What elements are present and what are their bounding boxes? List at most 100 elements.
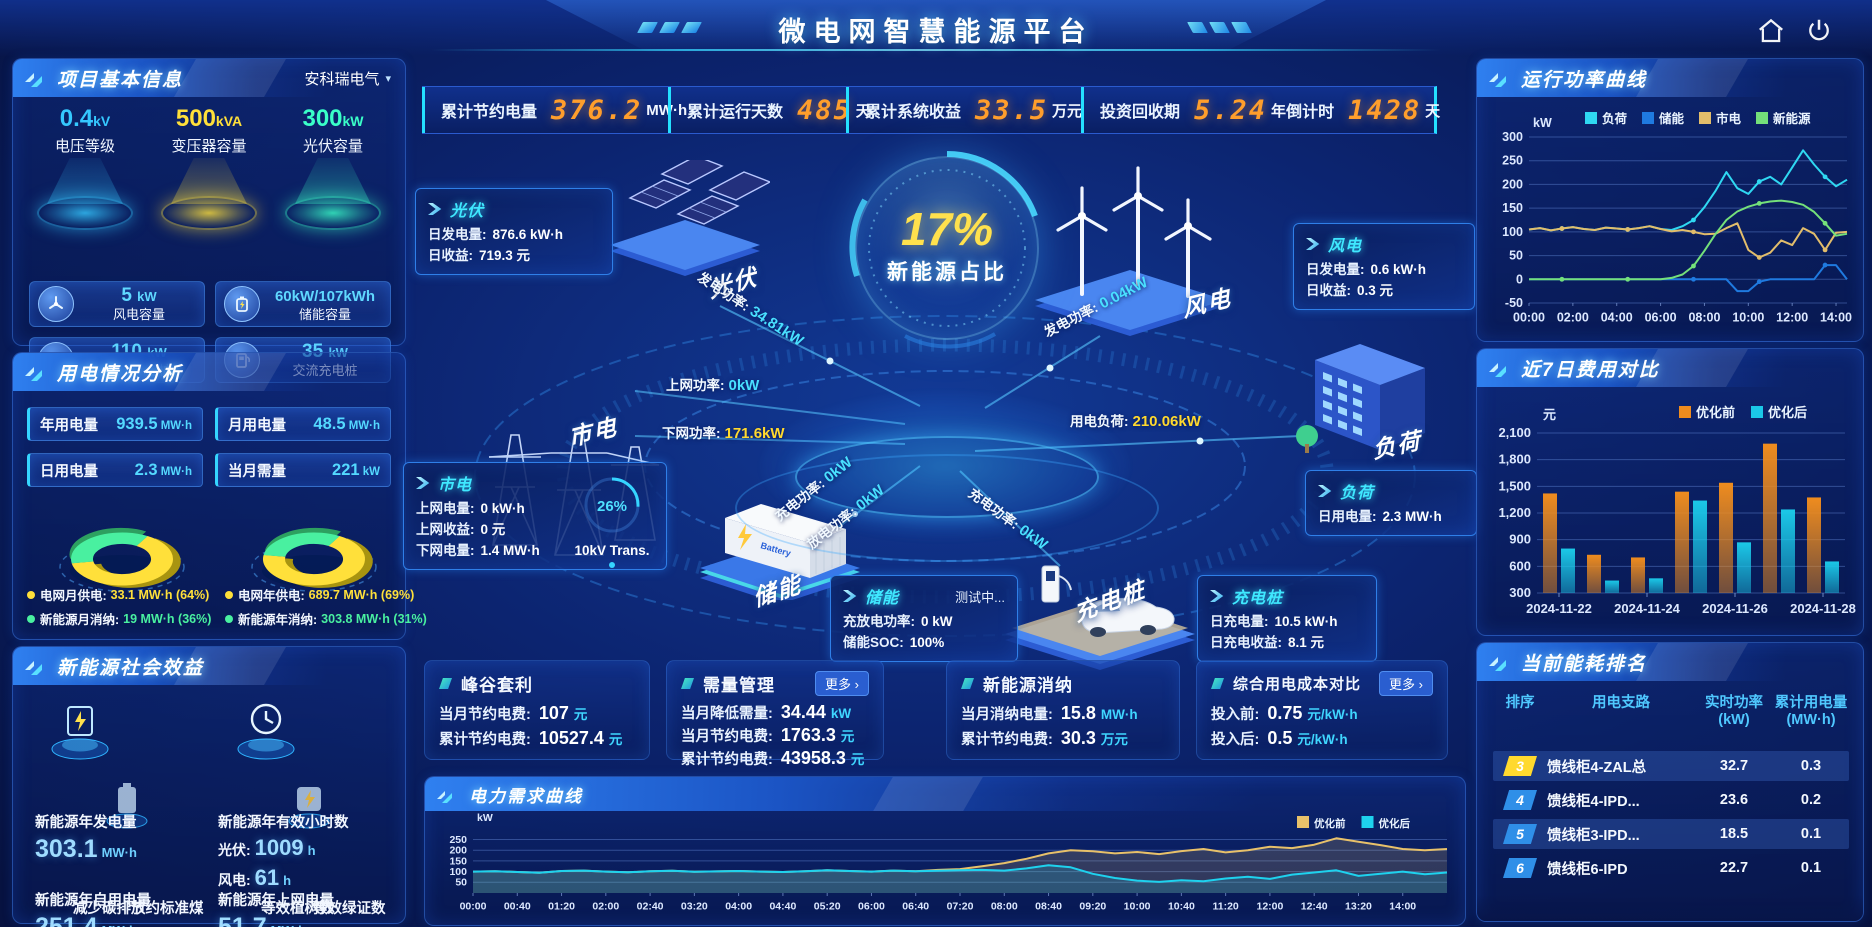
usage-stat-box: 年用电量 939.5 MW·h bbox=[27, 407, 203, 441]
generation-pedestal-icon bbox=[43, 691, 117, 770]
svg-text:01:20: 01:20 bbox=[548, 901, 575, 913]
kpi-segment: 累计运行天数 485 天 bbox=[668, 87, 871, 133]
donut-legend-label: 新能源月消纳: bbox=[40, 613, 120, 627]
callout-row: 日收益: 0.3 元 bbox=[1306, 283, 1394, 298]
kpi-segment: 累计系统收益 33.5 万元 bbox=[846, 87, 1082, 133]
kpi-unit: 天 bbox=[855, 102, 871, 120]
kpi-stats-bar: 累计节约电量 376.2 MW·h 累计运行天数 485 天累计系统收益 33.5 万元 投资回… bbox=[422, 86, 1440, 134]
spotlight-pad bbox=[285, 196, 381, 230]
rank-header-cell: 排序 bbox=[1505, 695, 1535, 711]
panel-energy-ranking: 当前能耗排名 排序 用电支路 实时功率 (kW) 累计用电量 (MW·h) 3 馈线柜4… bbox=[1476, 642, 1864, 922]
usage-stat-box: 当月需量 221 kW bbox=[215, 453, 391, 487]
callout-load: 负荷 日用电量: 2.3 MW·h bbox=[1305, 470, 1477, 536]
more-button[interactable]: 更多 › bbox=[815, 671, 869, 696]
ranking-row[interactable]: 4 馈线柜4-IPD... 23.6 0.2 bbox=[1493, 785, 1849, 815]
usage-stat-label: 年用电量 bbox=[40, 417, 98, 434]
mini-panel-row: 当月消纳电量: 15.8 MW·h bbox=[961, 703, 1138, 723]
demand-curve-chart: 50 100 150 200 250 kW 00:00 00:40 01:20 02:00 02:4… bbox=[429, 812, 1461, 924]
mini-panel-4: 综合用电成本对比 更多 › 投入前: 0.75 元/kW·h 投入后: 0.5 元/kW·h bbox=[1196, 660, 1448, 760]
arrow-icon bbox=[416, 477, 430, 489]
callout-row: 日充电收益: 8.1 元 bbox=[1210, 635, 1325, 650]
panel-title: 运行功率曲线 bbox=[1521, 69, 1648, 91]
callout-row: 上网收益: 0 元 bbox=[416, 522, 506, 537]
panel-corner-icon bbox=[1489, 363, 1506, 377]
kpi-value: 33.5 bbox=[975, 94, 1049, 126]
mini-panel-title: 需量管理 bbox=[703, 676, 775, 695]
company-dropdown[interactable]: 安科瑞电气 ▾ bbox=[304, 68, 391, 89]
bolt-small-icon bbox=[281, 777, 337, 838]
cost-compare-chart: 300 600 900 1,200 1,500 1,800 2,100 元 2024-11-22… bbox=[1481, 393, 1857, 632]
rank-header-cell: 用电支路 bbox=[1592, 695, 1650, 711]
ranking-row[interactable]: 3 馈线柜4-ZAL总 32.7 0.3 bbox=[1493, 751, 1849, 781]
callout-charger: 充电桩 日充电量: 10.5 kW·h 日充电收益: 8.1 元 bbox=[1197, 575, 1377, 662]
svg-text:600: 600 bbox=[1509, 558, 1531, 573]
svg-text:08:40: 08:40 bbox=[1035, 901, 1062, 913]
usage-stat-label: 当月需量 bbox=[228, 463, 286, 480]
donut-legend-value: 689.7 MW·h (69%) bbox=[308, 587, 415, 602]
benefit-label: 新能源年有效小时数 bbox=[218, 815, 349, 831]
svg-text:13:20: 13:20 bbox=[1345, 901, 1372, 913]
header-glow-line bbox=[430, 49, 1442, 51]
callout-wind: 风电 日发电量: 0.6 kW·h 日收益: 0.3 元 bbox=[1293, 223, 1475, 310]
usage-stat-label: 日用电量 bbox=[40, 463, 98, 480]
panel-power-analysis-header: 用电情况分析 bbox=[13, 353, 405, 391]
svg-text:06:00: 06:00 bbox=[1645, 311, 1677, 325]
svg-text:市电: 市电 bbox=[1716, 111, 1742, 126]
page-title: 微电网智慧能源平台 bbox=[778, 17, 1094, 47]
kpi-value: 5.24 bbox=[1194, 94, 1268, 126]
mini-panel-row: 当月节约电费: 107 元 bbox=[439, 703, 588, 723]
svg-text:1,800: 1,800 bbox=[1498, 452, 1531, 467]
panel-run-power-header: 运行功率曲线 bbox=[1477, 59, 1863, 97]
spotlight-label: 变压器容量 bbox=[171, 138, 247, 155]
svg-text:12:40: 12:40 bbox=[1301, 901, 1328, 913]
callout-title: 光伏 bbox=[450, 203, 485, 220]
svg-text:kW: kW bbox=[1533, 116, 1552, 130]
callout-row: 日收益: 719.3 元 bbox=[428, 248, 531, 263]
svg-text:150: 150 bbox=[449, 855, 467, 867]
benefit-value: 51.7MW·h bbox=[218, 913, 306, 927]
svg-text:04:00: 04:00 bbox=[725, 901, 752, 913]
kpi-unit: MW·h bbox=[646, 101, 688, 119]
benefit-label: 等效植树数 bbox=[261, 901, 334, 917]
mini-panel-2: 需量管理 更多 › 当月降低需量: 34.44 kW 当月节约电费: 1763.3 元累计节约… bbox=[666, 660, 884, 768]
ranking-row[interactable]: 5 馈线柜3-IPD... 18.5 0.1 bbox=[1493, 819, 1849, 849]
svg-text:kW: kW bbox=[477, 813, 493, 824]
ranking-bottom-fade bbox=[1477, 895, 1863, 921]
svg-text:250: 250 bbox=[449, 834, 467, 846]
flow-label: 用电负荷: 210.06kW bbox=[1070, 413, 1201, 430]
benefit-label: 新能源年发电量 bbox=[35, 815, 137, 831]
svg-text:05:20: 05:20 bbox=[814, 901, 841, 913]
svg-text:100: 100 bbox=[449, 866, 467, 878]
callout-row: 充放电功率: 0 kW bbox=[843, 614, 953, 629]
kpi-label: 累计节约电量 bbox=[441, 104, 538, 121]
capacity-label: 储能容量 bbox=[298, 306, 351, 322]
usage-stat-value: 939.5 MW·h bbox=[116, 414, 192, 433]
arrow-icon bbox=[1306, 238, 1320, 250]
transformer-gauge: 26% 10kV Trans. bbox=[566, 473, 658, 568]
benefit-label: 新能源年自用电量 bbox=[35, 893, 151, 909]
more-button[interactable]: 更多 › bbox=[1379, 671, 1433, 696]
panel-mini-icon bbox=[961, 678, 974, 689]
callout-grid: 市电 上网电量: 0 kW·h 上网收益: 0 元下网电量: 1.4 MW·h 26% 10k… bbox=[403, 462, 667, 570]
callout-storage: 储能 测试中... 充放电功率: 0 kW 储能SOC: 100% bbox=[830, 575, 1018, 662]
benefit-value: 251.4MW·h bbox=[35, 913, 137, 927]
svg-text:02:00: 02:00 bbox=[1557, 311, 1589, 325]
svg-text:200: 200 bbox=[1502, 177, 1523, 191]
donut-legend-item: 新能源月消纳: 19 MW·h (36%) bbox=[27, 609, 225, 628]
energy-topology: Battery bbox=[400, 136, 1477, 670]
callout-row: 储能SOC: 100% bbox=[843, 635, 945, 650]
battery-icon bbox=[224, 286, 260, 322]
panel-title: 当前能耗排名 bbox=[1521, 653, 1648, 675]
panel-demand-curve-header: 电力需求曲线 bbox=[425, 777, 1465, 811]
callout-row: 日发电量: 876.6 kW·h bbox=[428, 227, 564, 242]
power-icon[interactable] bbox=[1804, 16, 1834, 46]
spotlight-cone bbox=[47, 158, 123, 204]
svg-text:1,200: 1,200 bbox=[1498, 505, 1531, 520]
svg-text:优化后: 优化后 bbox=[1768, 405, 1807, 420]
ranking-row[interactable]: 6 馈线柜6-IPD 22.7 0.1 bbox=[1493, 853, 1849, 883]
status-tag: 测试中... bbox=[955, 589, 1005, 605]
donut-legend-label: 新能源年消纳: bbox=[238, 613, 318, 627]
capacity-card: 60kW/107kWh 储能容量 bbox=[215, 281, 391, 327]
svg-text:03:20: 03:20 bbox=[681, 901, 708, 913]
home-icon[interactable] bbox=[1756, 16, 1786, 46]
